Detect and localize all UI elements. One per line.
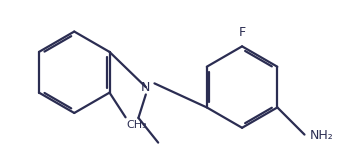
- Text: F: F: [239, 26, 246, 39]
- Text: NH₂: NH₂: [309, 129, 333, 142]
- Text: CH₃: CH₃: [127, 120, 148, 130]
- Text: N: N: [141, 81, 150, 94]
